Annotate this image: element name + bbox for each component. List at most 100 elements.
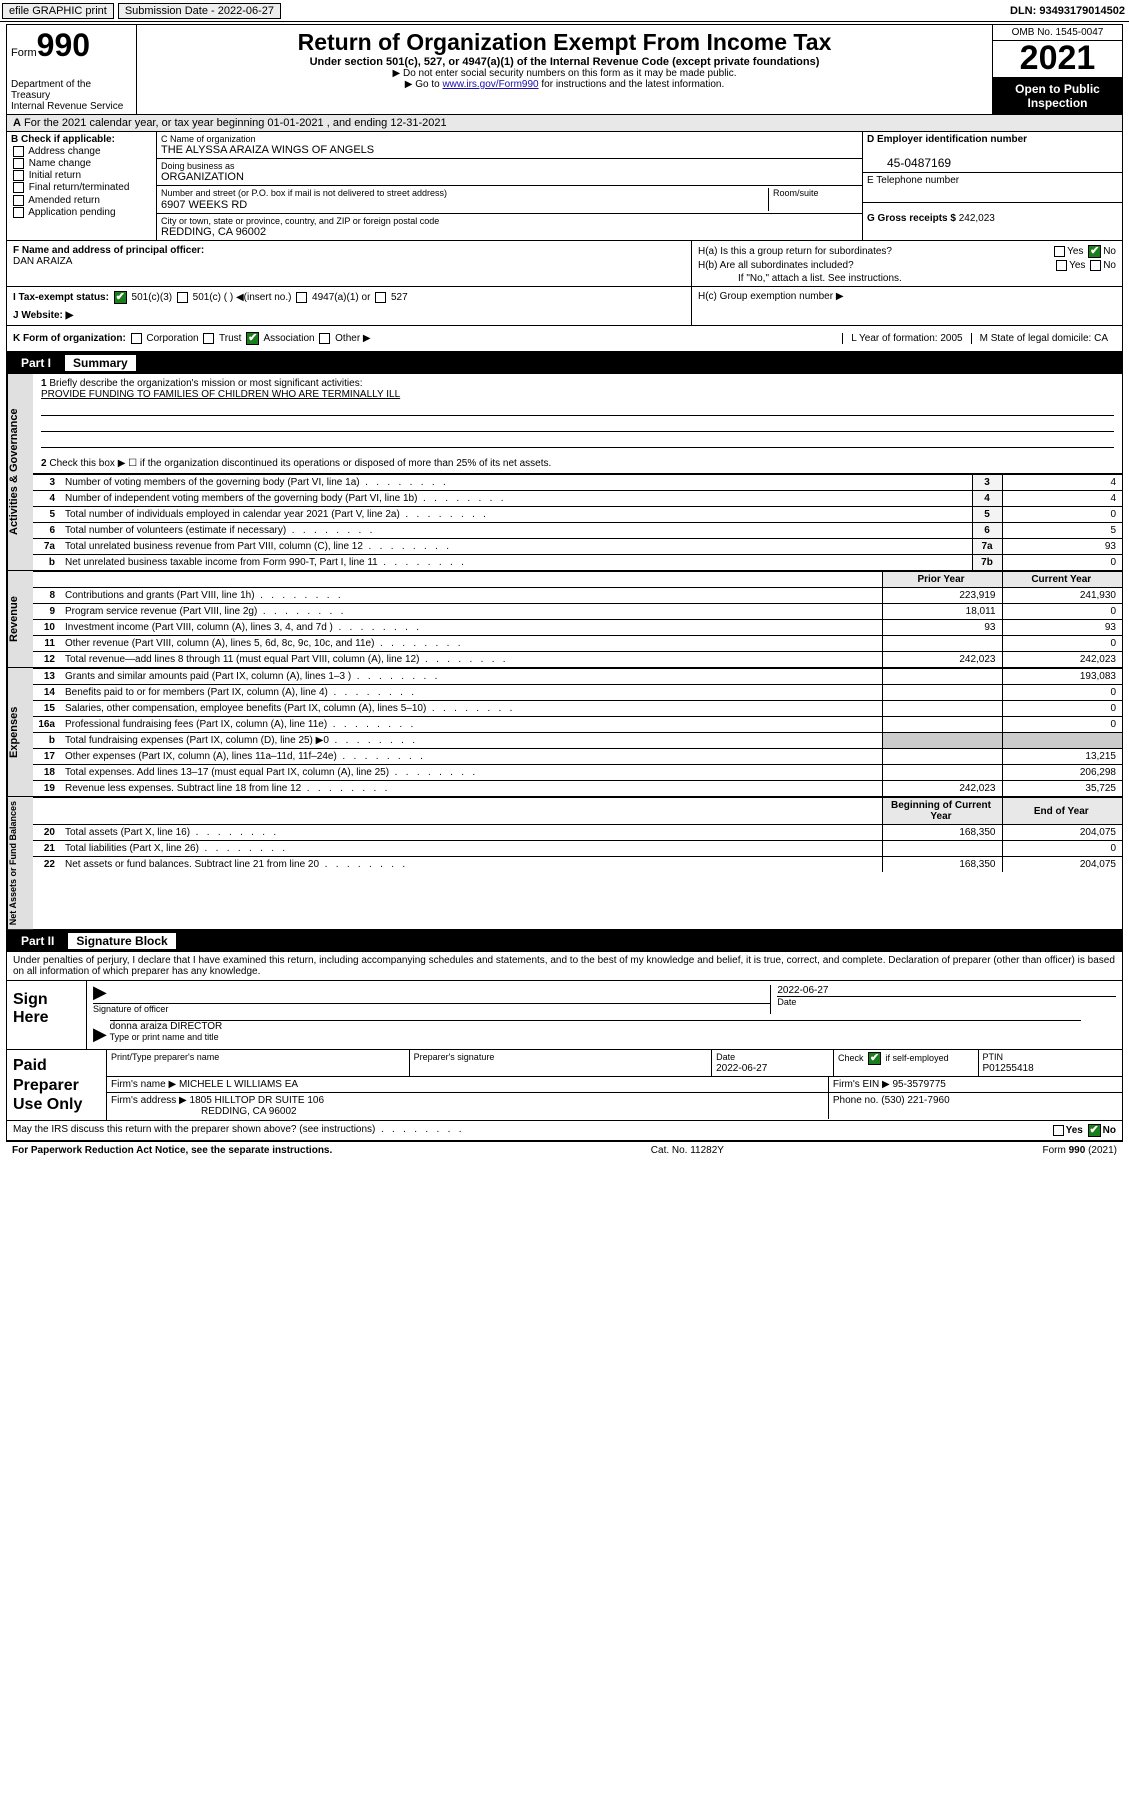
irs-link[interactable]: www.irs.gov/Form990 [442, 79, 538, 90]
k-assoc[interactable]: ✔ [246, 332, 259, 345]
k-corp[interactable] [131, 333, 142, 344]
exp-table: 13Grants and similar amounts paid (Part … [33, 668, 1122, 796]
firm-addr1: 1805 HILLTOP DR SUITE 106 [190, 1095, 325, 1106]
form-note2-post: for instructions and the latest informat… [539, 79, 725, 90]
irs-label: Internal Revenue Service [11, 101, 132, 112]
ptin-hint: PTIN [983, 1052, 1004, 1062]
line2-label: Check this box ▶ ☐ if the organization d… [49, 458, 551, 469]
firm-addr2: REDDING, CA 96002 [111, 1106, 297, 1117]
gov-table: 3Number of voting members of the governi… [33, 474, 1122, 570]
ein-value: 45-0487169 [867, 156, 951, 170]
line-a-text: For the 2021 calendar year, or tax year … [24, 117, 447, 129]
prep-name-hint: Print/Type preparer's name [111, 1052, 219, 1062]
checkbox-initial-return[interactable] [13, 170, 24, 181]
prep-date: 2022-06-27 [716, 1063, 767, 1074]
prep-date-hint: Date [716, 1052, 735, 1062]
discuss-label: May the IRS discuss this return with the… [13, 1124, 375, 1135]
officer-name: DAN ARAIZA [13, 256, 72, 267]
rev-table: Prior YearCurrent Year 8Contributions an… [33, 571, 1122, 667]
checkbox-app-pending[interactable] [13, 207, 24, 218]
org-name: THE ALYSSA ARAIZA WINGS OF ANGELS [161, 144, 858, 156]
submission-date-button[interactable]: Submission Date - 2022-06-27 [118, 3, 281, 19]
b-header: B Check if applicable: [11, 134, 115, 145]
net-table: Beginning of Current YearEnd of Year 20T… [33, 797, 1122, 872]
i-501c[interactable] [177, 292, 188, 303]
hb-label: H(b) Are all subordinates included? [698, 260, 854, 271]
checkbox-address-change[interactable] [13, 146, 24, 157]
curr-year-hdr: Current Year [1002, 572, 1122, 588]
j-label: J Website: ▶ [13, 310, 73, 321]
i-527[interactable] [375, 292, 386, 303]
sig-intro: Under penalties of perjury, I declare th… [6, 952, 1123, 981]
form-title: Return of Organization Exempt From Incom… [143, 29, 986, 56]
form-footer: Form 990 (2021) [1043, 1145, 1117, 1156]
firm-phone: (530) 221-7960 [881, 1095, 949, 1106]
i-label: I Tax-exempt status: [13, 292, 109, 303]
d-hint: D Employer identification number [867, 134, 1027, 145]
part2-header: Part II Signature Block [6, 930, 1123, 952]
sig-date-hint: Date [777, 996, 1116, 1007]
prep-sig-hint: Preparer's signature [414, 1052, 495, 1062]
k-other[interactable] [319, 333, 330, 344]
tab-expenses: Expenses [7, 668, 33, 796]
dept-label: Department of the Treasury [11, 79, 132, 101]
firm-ein-lbl: Firm's EIN ▶ [833, 1079, 890, 1090]
firm-name-lbl: Firm's name ▶ [111, 1079, 176, 1090]
efile-button[interactable]: efile GRAPHIC print [2, 3, 114, 19]
top-toolbar: efile GRAPHIC print Submission Date - 20… [0, 0, 1129, 22]
cat-no: Cat. No. 11282Y [651, 1145, 724, 1156]
m-state: M State of legal domicile: CA [971, 333, 1116, 344]
form-note1: ▶ Do not enter social security numbers o… [143, 68, 986, 79]
discuss-yes[interactable] [1053, 1125, 1064, 1136]
hb-yes[interactable] [1056, 260, 1067, 271]
firm-addr-lbl: Firm's address ▶ [111, 1095, 187, 1106]
tax-year: 2021 [993, 41, 1122, 78]
tab-netassets: Net Assets or Fund Balances [7, 797, 33, 929]
sig-name-hint: Type or print name and title [110, 1032, 219, 1042]
hc-label: H(c) Group exemption number ▶ [698, 291, 1116, 302]
sign-here-label: Sign Here [7, 981, 87, 1049]
checkbox-final-return[interactable] [13, 182, 24, 193]
org-dba: ORGANIZATION [161, 171, 858, 183]
org-street: 6907 WEEKS RD [161, 199, 247, 211]
g-hint: G Gross receipts $ [867, 213, 956, 224]
firm-phone-lbl: Phone no. [833, 1095, 879, 1106]
gross-receipts: 242,023 [959, 213, 995, 224]
tab-governance: Activities & Governance [7, 374, 33, 570]
checkbox-name-change[interactable] [13, 158, 24, 169]
ptin-val: P01255418 [983, 1063, 1034, 1074]
ha-label: H(a) Is this a group return for subordin… [698, 246, 892, 257]
line-a: A For the 2021 calendar year, or tax yea… [6, 115, 1123, 132]
sig-date-val: 2022-06-27 [777, 985, 1116, 996]
ha-yes[interactable] [1054, 246, 1065, 257]
line1-label: Briefly describe the organization's miss… [49, 378, 362, 389]
i-4947[interactable] [296, 292, 307, 303]
hb-no[interactable] [1090, 260, 1101, 271]
prior-year-hdr: Prior Year [882, 572, 1002, 588]
k-trust[interactable] [203, 333, 214, 344]
f-hint: F Name and address of principal officer: [13, 245, 204, 256]
self-employed-check[interactable]: ✔ [868, 1052, 881, 1065]
form-number: 990 [37, 27, 90, 63]
form-prefix: Form [11, 47, 37, 59]
org-city: REDDING, CA 96002 [161, 226, 858, 238]
sig-officer-hint: Signature of officer [93, 1003, 770, 1014]
discuss-no[interactable]: ✔ [1088, 1124, 1101, 1137]
section-b: B Check if applicable: Address change Na… [7, 132, 157, 240]
checkbox-amended[interactable] [13, 195, 24, 206]
c-room-hint: Room/suite [773, 188, 819, 198]
l-year: L Year of formation: 2005 [842, 333, 970, 344]
tab-revenue: Revenue [7, 571, 33, 667]
sig-name: donna araiza DIRECTOR [110, 1021, 223, 1032]
open-inspection: Open to Public Inspection [993, 78, 1122, 114]
dln-label: DLN: 93493179014502 [1010, 5, 1125, 17]
firm-name: MICHELE L WILLIAMS EA [179, 1079, 298, 1090]
ha-no[interactable]: ✔ [1088, 245, 1101, 258]
mission-text: PROVIDE FUNDING TO FAMILIES OF CHILDREN … [41, 389, 400, 400]
c-addr-hint: Number and street (or P.O. box if mail i… [161, 188, 447, 198]
e-hint: E Telephone number [867, 175, 959, 186]
i-501c3[interactable]: ✔ [114, 291, 127, 304]
c-name-hint: C Name of organization [161, 134, 858, 144]
form-note2-pre: ▶ Go to [405, 79, 443, 90]
form-subtitle: Under section 501(c), 527, or 4947(a)(1)… [143, 56, 986, 68]
